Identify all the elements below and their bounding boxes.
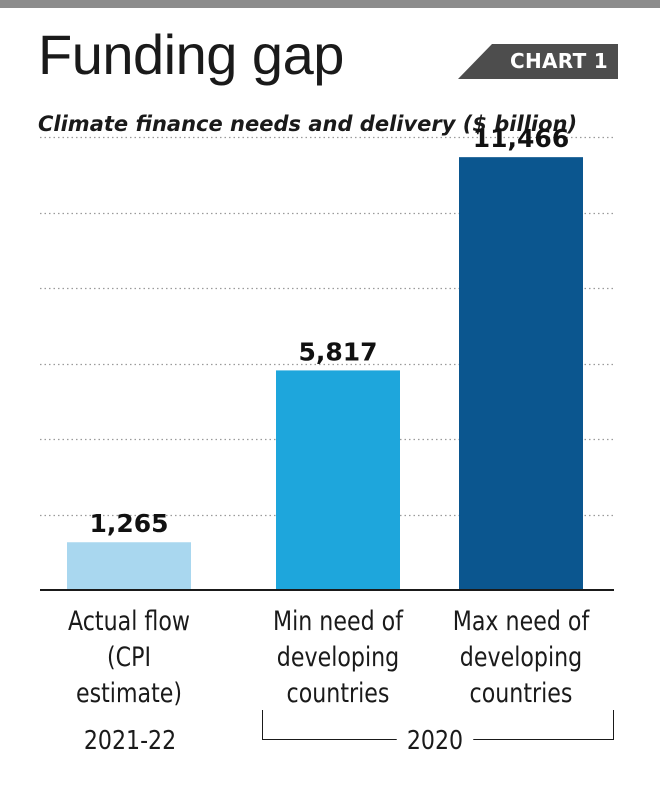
chart-number-tag: CHART 1 [458,44,618,79]
category-label-line: Actual flow [67,606,191,637]
category-label-line: countries [469,678,573,709]
category-label-line: (CPI [107,642,151,673]
bar [67,542,191,590]
category-label: Actual flow (CPI estimate) [51,604,207,712]
category-label-line: Max need of [452,606,590,637]
category-label-line: developing [459,642,583,673]
chart-subtitle: Climate finance needs and delivery ($ bi… [38,112,578,136]
bar-value-label: 11,466 [473,124,569,153]
bar [459,157,583,590]
category-label-line: developing [276,642,400,673]
category-label-line: Min need of [272,606,404,637]
year-label-2020: 2020 [396,726,474,756]
bar-value-label: 5,817 [298,337,377,366]
top-rule [0,0,660,8]
chart-number-label: CHART 1 [509,49,608,73]
category-label-line: estimate) [75,678,183,709]
category-label: Max need of developing countries [443,604,599,712]
year-label-2021-22: 2021-22 [79,726,181,756]
bar [276,370,400,590]
category-label: Min need of developing countries [260,604,416,712]
chart-title: Funding gap [38,23,344,86]
category-label-line: countries [286,678,390,709]
bar-value-label: 1,265 [89,509,168,538]
